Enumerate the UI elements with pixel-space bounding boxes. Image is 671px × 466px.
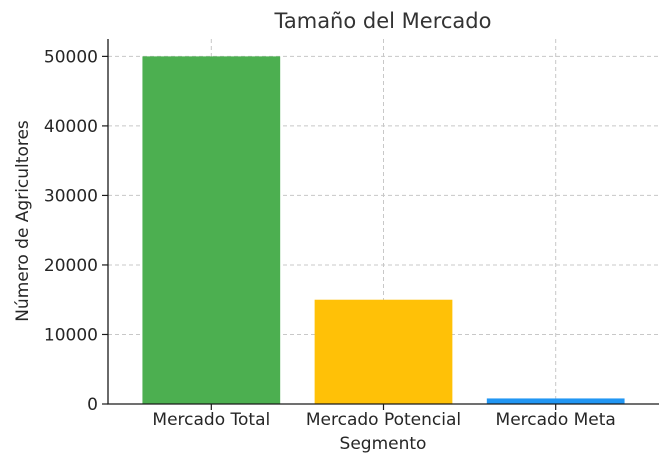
- chart-title: Tamaño del Mercado: [274, 9, 492, 33]
- bar-mercado-total: [142, 56, 281, 404]
- bar-mercado-potencial: [314, 299, 453, 404]
- x-axis-ticks: Mercado Total Mercado Potencial Mercado Me…: [152, 404, 616, 430]
- bars: [142, 56, 625, 404]
- x-tick-label-1: Mercado Potencial: [306, 410, 461, 430]
- y-tick-label-5: 50000: [44, 47, 98, 67]
- x-tick-label-0: Mercado Total: [152, 410, 270, 430]
- y-tick-label-0: 0: [87, 395, 98, 415]
- x-tick-label-2: Mercado Meta: [496, 410, 616, 430]
- x-axis-label: Segmento: [340, 434, 427, 454]
- bar-mercado-meta: [486, 398, 625, 404]
- y-tick-label-4: 40000: [44, 117, 98, 137]
- y-axis-label: Número de Agricultores: [13, 120, 33, 322]
- y-axis-ticks: 0 10000 20000 30000 40000 50000: [44, 47, 108, 415]
- y-tick-label-1: 10000: [44, 325, 98, 345]
- y-tick-label-3: 30000: [44, 186, 98, 206]
- y-tick-label-2: 20000: [44, 256, 98, 276]
